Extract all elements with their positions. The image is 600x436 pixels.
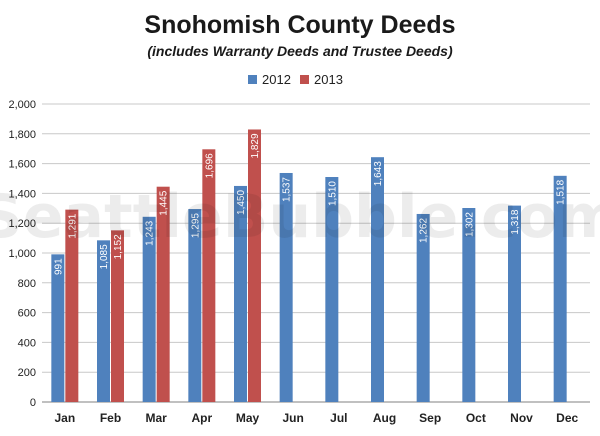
x-tick-label: May (236, 411, 260, 425)
legend-swatch (300, 75, 309, 84)
data-label: 1,243 (145, 220, 156, 245)
y-tick-label: 1,200 (8, 218, 36, 230)
x-tick-label: Oct (466, 411, 486, 425)
x-tick-label: Apr (191, 411, 212, 425)
bar-2013-feb (111, 230, 124, 402)
bar-2012-jun (279, 172, 293, 402)
data-label: 1,510 (327, 181, 338, 206)
data-label: 1,450 (236, 190, 247, 215)
bar-2012-apr (188, 209, 202, 402)
watermark: SeattleBubble.com (0, 182, 600, 252)
x-tick-label: Feb (100, 411, 121, 425)
data-label: 1,318 (510, 209, 521, 234)
bar-2012-aug (371, 157, 384, 402)
data-label: 1,696 (204, 153, 215, 178)
bar-2012-mar (142, 216, 156, 402)
data-label: 1,518 (556, 179, 567, 204)
y-tick-label: 600 (18, 308, 36, 320)
y-tick-label: 0 (30, 397, 36, 409)
data-label: 1,537 (282, 177, 293, 202)
x-tick-label: Nov (510, 411, 533, 425)
data-label: 1,643 (373, 161, 384, 186)
legend-swatch (248, 75, 257, 84)
data-label: 991 (53, 258, 64, 275)
y-tick-label: 1,800 (8, 129, 36, 141)
y-tick-label: 1,600 (8, 159, 36, 171)
bar-2012-nov (508, 205, 521, 402)
bar-2012-jan (51, 254, 65, 402)
bar-2012-feb (97, 240, 110, 402)
chart-title: Snohomish County Deeds (144, 11, 455, 39)
bar-2013-mar (156, 186, 170, 402)
legend-label: 2012 (262, 72, 291, 87)
data-label: 1,829 (250, 133, 261, 158)
x-tick-label: Jun (282, 411, 303, 425)
data-label: 1,302 (464, 212, 475, 237)
gridlines (42, 103, 590, 403)
x-tick-label: Sep (419, 411, 441, 425)
data-label: 1,085 (99, 244, 110, 269)
y-axis: 0 200 400 600 800 1,000 1,200 1,400 1,600 1,800 2,… (8, 99, 590, 409)
x-tick-label: Aug (373, 411, 396, 425)
data-label: 1,262 (419, 218, 430, 243)
bar-2012-may (234, 185, 247, 402)
bar-2012-oct (462, 208, 476, 402)
bar-2013-apr (202, 149, 216, 402)
y-tick-label: 400 (18, 337, 36, 349)
data-label: 1,295 (190, 213, 201, 238)
bar-2012-dec (553, 175, 567, 402)
x-tick-label: Dec (556, 411, 578, 425)
y-tick-label: 800 (18, 278, 36, 290)
data-label: 1,152 (113, 234, 124, 259)
bar-2013-jan (65, 209, 79, 402)
bar-2012-sep (416, 213, 430, 402)
x-tick-label: Jul (330, 411, 347, 425)
legend: 2012 2013 (248, 72, 343, 87)
y-tick-label: 1,400 (8, 188, 36, 200)
legend-label: 2013 (314, 72, 343, 87)
y-tick-label: 1,000 (8, 248, 36, 260)
y-tick-label: 2,000 (8, 99, 36, 111)
x-tick-label: Jan (54, 411, 75, 425)
bar-2013-may (248, 129, 261, 402)
x-axis: Jan Feb Mar Apr May Jun Jul Aug Sep Oct Nov Dec (54, 411, 578, 425)
chart-subtitle: (includes Warranty Deeds and Trustee Dee… (147, 43, 453, 59)
x-tick-label: Mar (145, 411, 167, 425)
data-label: 1,445 (159, 190, 170, 215)
bar-2012-jul (325, 177, 339, 402)
y-tick-label: 200 (18, 367, 36, 379)
data-label: 1,291 (67, 213, 78, 238)
